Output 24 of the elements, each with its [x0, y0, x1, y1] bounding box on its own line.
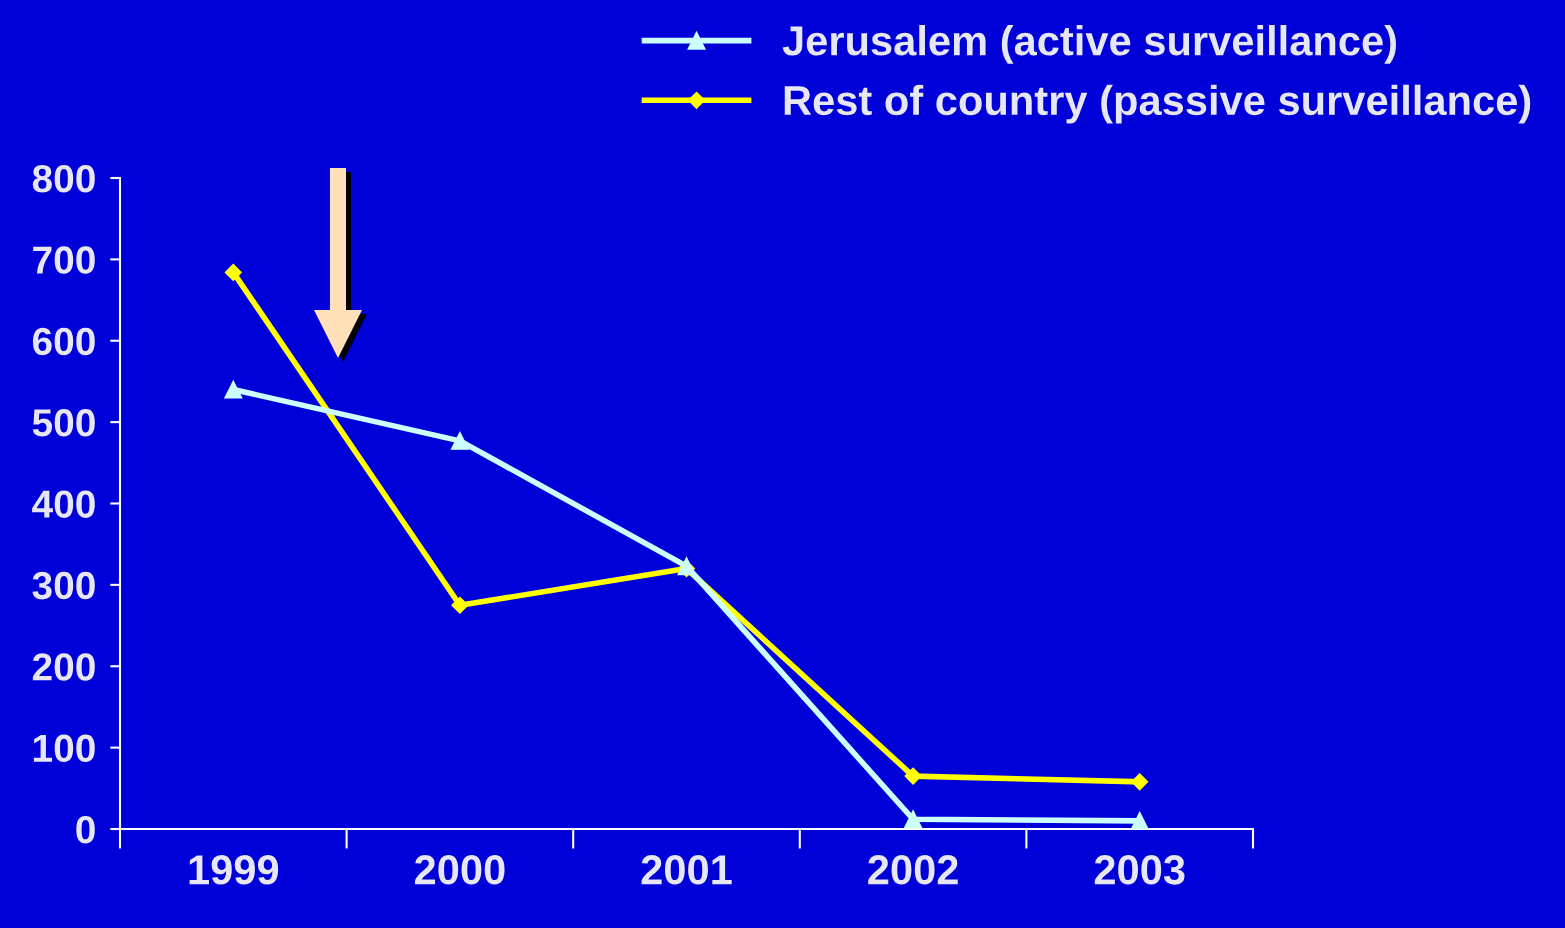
x-tick-label: 1999	[189, 855, 279, 885]
y-tick-label: 400	[32, 490, 95, 518]
x-tick-label: 2000	[415, 855, 505, 885]
y-tick-label: 500	[32, 409, 95, 437]
point	[224, 380, 243, 399]
point	[451, 596, 469, 614]
y-tick-label: 100	[33, 734, 95, 763]
y-tick-label: 800	[32, 164, 95, 193]
point	[1130, 811, 1149, 829]
x-tick-label: 2003	[1094, 855, 1185, 885]
point	[904, 810, 923, 829]
point	[450, 431, 469, 450]
y-tick-label: 600	[32, 327, 95, 356]
y-tick-label: 0	[76, 815, 95, 844]
y-tick-label: 300	[32, 571, 95, 600]
point	[904, 767, 922, 785]
y-tick-label: 200	[32, 653, 95, 681]
x-tick-label: 2001	[641, 855, 732, 885]
legend-label: Jerusalem (active surveillance)	[782, 25, 1396, 64]
point	[224, 263, 242, 281]
point	[1131, 773, 1149, 791]
x-tick-label: 2002	[868, 855, 958, 885]
y-tick-label: 700	[33, 246, 95, 274]
legend-label: Rest of country (passive surveillance)	[784, 84, 1531, 124]
